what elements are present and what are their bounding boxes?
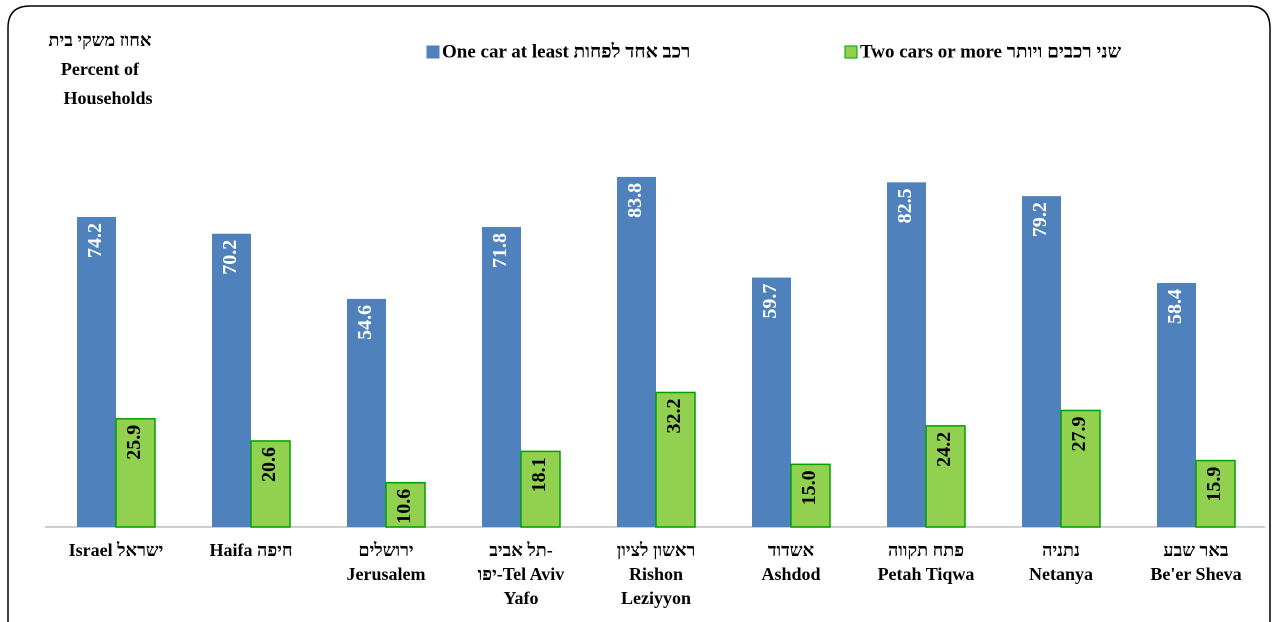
bar bbox=[1022, 196, 1061, 527]
value-label: 25.9 bbox=[123, 425, 145, 460]
legend-swatch bbox=[844, 45, 858, 59]
bar bbox=[347, 298, 386, 527]
bar bbox=[212, 233, 251, 527]
value-label: 27.9 bbox=[1068, 416, 1090, 451]
x-tick-label: תל אביב- bbox=[489, 540, 553, 560]
x-tick-label: Ashdod bbox=[761, 564, 820, 584]
x-tick-label: Haifa חיפה bbox=[209, 540, 292, 560]
value-label: 54.6 bbox=[354, 305, 376, 340]
value-label: 82.5 bbox=[894, 188, 916, 223]
value-label: 59.7 bbox=[759, 284, 781, 319]
value-label: 15.9 bbox=[1203, 467, 1225, 502]
x-tick-label: פתח תקווה bbox=[888, 540, 964, 560]
value-label: 79.2 bbox=[1029, 202, 1051, 237]
x-tick-label: Be'er Sheva bbox=[1150, 564, 1241, 584]
legend-label: One car at least רכב אחד לפחות bbox=[442, 41, 690, 62]
bar bbox=[250, 440, 291, 528]
x-tick-label: ראשון לציון bbox=[617, 540, 696, 560]
bar bbox=[790, 463, 831, 528]
bar bbox=[1195, 459, 1236, 528]
bar bbox=[77, 217, 116, 527]
x-tick-label: Jerusalem bbox=[347, 564, 426, 584]
value-label: 74.2 bbox=[84, 223, 106, 258]
value-label: 83.8 bbox=[624, 183, 646, 218]
x-tick-label: Israel ישראל bbox=[69, 540, 164, 560]
value-label: 15.0 bbox=[798, 470, 820, 505]
bar bbox=[617, 176, 656, 527]
bar bbox=[385, 481, 426, 528]
bar bbox=[887, 182, 926, 528]
y-label: Percent of bbox=[61, 59, 140, 79]
value-label: 10.6 bbox=[393, 489, 415, 524]
bar bbox=[752, 277, 791, 527]
value-label: 71.8 bbox=[489, 233, 511, 268]
y-label: Households bbox=[63, 88, 152, 108]
frame bbox=[7, 5, 1271, 622]
value-label: 18.1 bbox=[528, 457, 550, 492]
x-tick-label: Netanya bbox=[1029, 564, 1093, 584]
legend-swatch bbox=[426, 45, 440, 59]
x-tick-label: יפו-Tel Aviv bbox=[478, 564, 565, 584]
y-label: אחוז משקי בית bbox=[49, 30, 152, 50]
value-label: 24.2 bbox=[933, 432, 955, 467]
bar bbox=[925, 425, 966, 528]
bar bbox=[1060, 409, 1101, 528]
bar bbox=[520, 450, 561, 528]
bar bbox=[115, 418, 156, 528]
x-tick-label: ירושלים bbox=[358, 540, 413, 560]
value-label: 32.2 bbox=[663, 398, 685, 433]
bar bbox=[482, 227, 521, 527]
x-tick-label: Rishon bbox=[629, 564, 683, 584]
x-tick-label: Yafo bbox=[504, 588, 539, 608]
x-tick-label: אשדוד bbox=[768, 540, 814, 560]
value-label: 20.6 bbox=[258, 447, 280, 482]
x-tick-label: Leziyyon bbox=[621, 588, 691, 608]
x-tick-label: Petah Tiqwa bbox=[878, 564, 975, 584]
value-label: 70.2 bbox=[219, 240, 241, 275]
bar bbox=[655, 391, 696, 528]
bar bbox=[1157, 283, 1196, 527]
legend-label: Two cars or more שני רכבים ויותר bbox=[860, 41, 1122, 62]
value-label: 58.4 bbox=[1164, 289, 1186, 324]
x-tick-label: באר שבע bbox=[1163, 540, 1229, 560]
x-tick-label: נתניה bbox=[1042, 540, 1080, 560]
